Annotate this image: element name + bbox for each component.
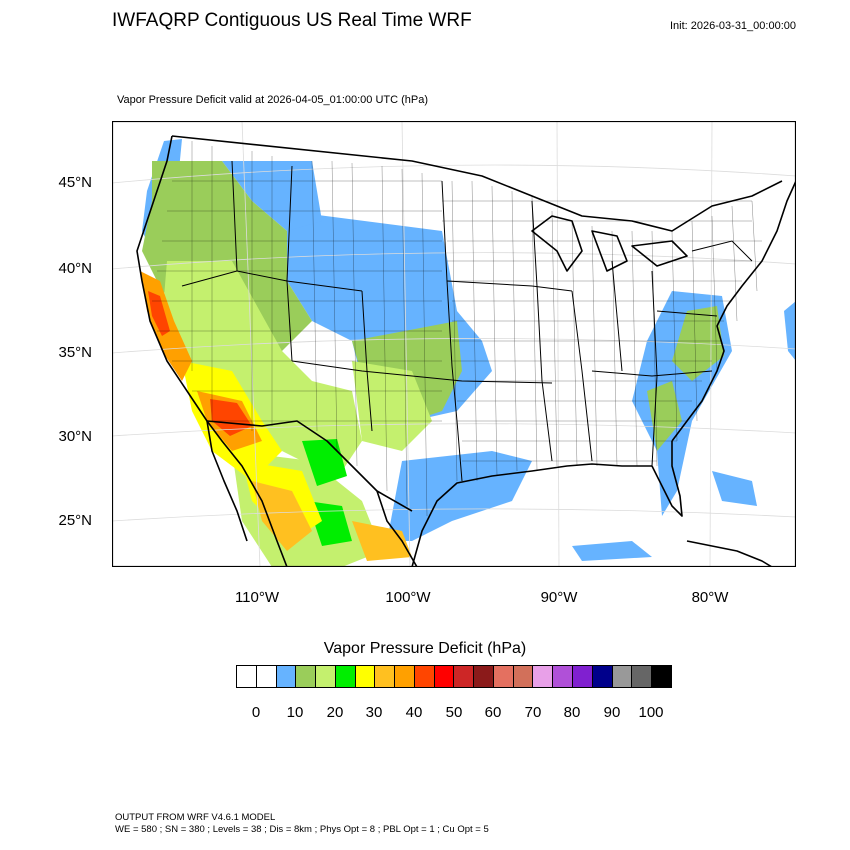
map-frame — [112, 121, 796, 567]
legend-title: Vapor Pressure Deficit (hPa) — [323, 640, 527, 657]
legend-swatch — [335, 665, 356, 688]
legend-swatch — [632, 665, 653, 688]
mexico-south-orange — [352, 521, 412, 561]
lat-label-25: 25°N — [58, 512, 92, 529]
model-info-footer: OUTPUT FROM WRF V4.6.1 MODEL WE = 580 ; … — [115, 812, 489, 836]
lat-label-45: 45°N — [58, 174, 92, 191]
footer-line-config: WE = 580 ; SN = 380 ; Levels = 38 ; Dis … — [115, 824, 489, 835]
lon-label-80: 80°W — [691, 589, 729, 606]
footer-line-model: OUTPUT FROM WRF V4.6.1 MODEL — [115, 812, 276, 823]
map-panel — [112, 121, 796, 567]
legend-swatch — [533, 665, 554, 688]
legend-swatch — [375, 665, 396, 688]
lon-label-100: 100°W — [385, 589, 431, 606]
county-lines — [152, 141, 762, 517]
legend-swatch — [414, 665, 435, 688]
legend-tick-label: 90 — [603, 704, 621, 721]
legend-swatch — [474, 665, 494, 688]
legend-swatch — [276, 665, 297, 688]
baja-orange — [252, 481, 312, 551]
legend-swatch — [553, 665, 574, 688]
legend-swatch — [236, 665, 257, 688]
legend-swatch — [493, 665, 514, 688]
legend-swatch — [652, 665, 672, 688]
legend-tick-label: 10 — [286, 704, 304, 721]
lon-label-110: 110°W — [234, 589, 280, 606]
bahamas-blue — [712, 471, 757, 506]
legend-swatch — [513, 665, 534, 688]
legend-tick-label: 20 — [326, 704, 344, 721]
cuba — [686, 540, 773, 567]
legend-tick-label: 60 — [484, 704, 502, 721]
legend-swatch — [256, 665, 277, 688]
lon-label-90: 90°W — [540, 589, 578, 606]
legend-swatch — [395, 665, 415, 688]
legend-swatch — [573, 665, 593, 688]
atlantic-blue — [784, 301, 796, 361]
lat-label-35: 35°N — [58, 344, 92, 361]
legend-tick-label: 40 — [405, 704, 423, 721]
legend-swatch — [592, 665, 613, 688]
arizona-redorange — [210, 399, 252, 436]
legend-tick-label: 50 — [445, 704, 463, 721]
gulf-coast-blue — [387, 451, 532, 541]
init-time-label: Init: 2026-03-31_00:00:00 — [670, 20, 796, 32]
legend-tick-label: 0 — [251, 704, 261, 721]
lat-label-30: 30°N — [58, 428, 92, 445]
legend-swatch — [355, 665, 376, 688]
legend-tick-label: 100 — [638, 704, 664, 721]
legend-swatch — [434, 665, 455, 688]
florida-strait-blue — [572, 541, 652, 561]
color-legend-bar — [236, 665, 672, 688]
mexico-coast — [376, 490, 418, 567]
legend-swatch — [316, 665, 336, 688]
legend-swatch — [612, 665, 633, 688]
east-coast — [671, 180, 796, 442]
west-coast — [136, 135, 288, 567]
central-valley-redorange — [148, 291, 170, 336]
state-borders — [181, 160, 753, 482]
gulf-coast — [411, 463, 652, 567]
map-title: IWFAQRP Contiguous US Real Time WRF — [112, 10, 472, 31]
florida — [651, 441, 683, 517]
baja-peninsula — [206, 420, 248, 542]
legend-swatch — [454, 665, 475, 688]
legend-tick-label: 30 — [365, 704, 383, 721]
field-subtitle: Vapor Pressure Deficit valid at 2026-04-… — [117, 94, 429, 106]
vpd-map — [112, 121, 796, 567]
legend-tick-label: 70 — [524, 704, 542, 721]
legend-tick-label: 80 — [563, 704, 581, 721]
lat-label-40: 40°N — [58, 260, 92, 277]
legend-swatch — [296, 665, 317, 688]
